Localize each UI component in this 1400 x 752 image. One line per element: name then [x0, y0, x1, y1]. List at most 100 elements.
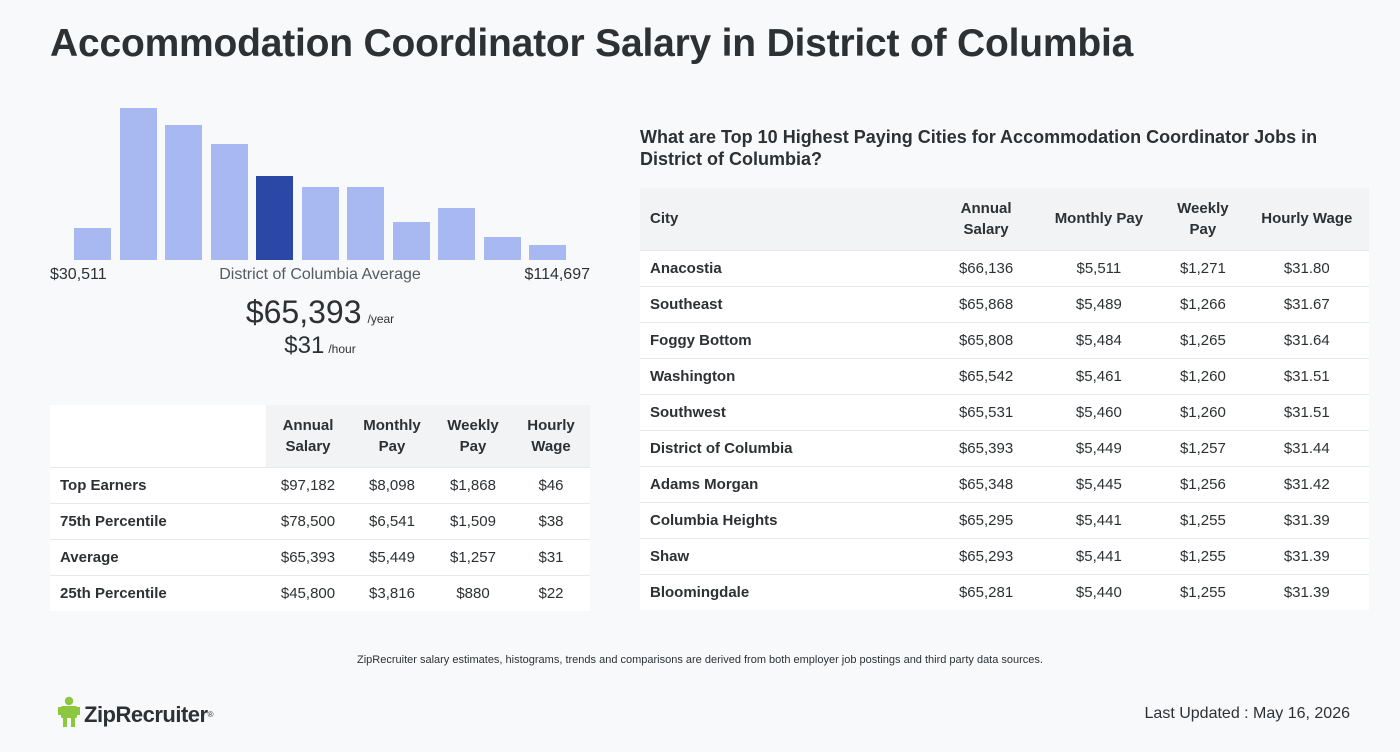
histogram-bar [347, 187, 384, 260]
city-weekly: $1,271 [1161, 249, 1245, 286]
city-name: Shaw [640, 537, 936, 574]
percentile-hourly: $22 [512, 574, 590, 611]
city-monthly: $5,461 [1036, 357, 1162, 394]
average-yearly-value: $65,393 [245, 294, 362, 330]
city-monthly: $5,449 [1036, 429, 1162, 466]
city-annual: $65,281 [935, 573, 1037, 610]
city-monthly: $5,440 [1036, 573, 1162, 610]
ziprecruiter-mascot-icon [58, 696, 80, 733]
city-weekly: $1,266 [1161, 285, 1245, 322]
percentile-weekly: $1,509 [434, 502, 512, 539]
city-weekly: $1,257 [1161, 429, 1245, 466]
histogram-bar [165, 125, 202, 260]
city-weekly: $1,255 [1161, 501, 1245, 538]
city-annual: $66,136 [935, 249, 1037, 286]
city-row: Columbia Heights $65,295 $5,441 $1,255 $… [640, 501, 1369, 538]
last-updated: Last Updated : May 16, 2026 [1144, 705, 1350, 722]
cities-header-annual: Annual Salary [935, 188, 1037, 250]
city-row: Southwest $65,531 $5,460 $1,260 $31.51 [640, 393, 1369, 430]
city-annual: $65,808 [935, 321, 1037, 358]
percentile-annual: $78,500 [266, 502, 350, 539]
city-weekly: $1,255 [1161, 537, 1245, 574]
percentile-annual: $97,182 [266, 466, 350, 503]
city-row: Shaw $65,293 $5,441 $1,255 $31.39 [640, 537, 1369, 574]
percentile-hourly: $38 [512, 502, 590, 539]
percentile-row-label: Average [50, 538, 266, 575]
percentile-weekly: $1,257 [434, 538, 512, 575]
city-hourly: $31.64 [1244, 321, 1369, 358]
histogram-min-label: $30,511 [50, 266, 107, 283]
city-monthly: $5,484 [1036, 321, 1162, 358]
city-monthly: $5,489 [1036, 285, 1162, 322]
city-name: District of Columbia [640, 429, 936, 466]
histogram-bar [210, 144, 248, 260]
city-hourly: $31.39 [1244, 573, 1369, 610]
city-name: Adams Morgan [640, 465, 936, 502]
percentile-monthly: $8,098 [350, 466, 434, 503]
city-hourly: $31.67 [1244, 285, 1369, 322]
city-hourly: $31.51 [1244, 393, 1369, 430]
percentile-weekly: $1,868 [434, 466, 512, 503]
ziprecruiter-logo-text: ZipRecruiter [84, 701, 208, 727]
city-hourly: $31.80 [1244, 249, 1369, 286]
city-hourly: $31.42 [1244, 465, 1369, 502]
city-weekly: $1,255 [1161, 573, 1245, 610]
percentile-annual: $65,393 [266, 538, 350, 575]
city-name: Southwest [640, 393, 936, 430]
percentile-row: 25th Percentile $45,800 $3,816 $880 $22 [50, 574, 590, 611]
cities-header-monthly: Monthly Pay [1036, 188, 1162, 250]
cities-section-title: What are Top 10 Highest Paying Cities fo… [640, 127, 1318, 169]
percentile-row-label: Top Earners [50, 466, 266, 503]
data-source-disclaimer: ZipRecruiter salary estimates, histogram… [357, 654, 1043, 666]
city-annual: $65,868 [935, 285, 1037, 322]
histogram-bar [256, 176, 293, 260]
city-row: Anacostia $66,136 $5,511 $1,271 $31.80 [640, 249, 1369, 286]
percentile-table: Annual Salary Monthly Pay Weekly Pay Hou… [50, 405, 590, 611]
city-row: Southeast $65,868 $5,489 $1,266 $31.67 [640, 285, 1369, 322]
city-hourly: $31.39 [1244, 537, 1369, 574]
city-name: Bloomingdale [640, 573, 936, 610]
percentile-hourly: $46 [512, 466, 590, 503]
histogram-bar [438, 208, 475, 260]
salary-histogram [50, 96, 590, 260]
city-weekly: $1,265 [1161, 321, 1245, 358]
average-yearly-unit: /year [367, 312, 395, 326]
city-name: Southeast [640, 285, 936, 322]
city-monthly: $5,445 [1036, 465, 1162, 502]
city-row: District of Columbia $65,393 $5,449 $1,2… [640, 429, 1369, 466]
city-annual: $65,531 [935, 393, 1037, 430]
average-hourly-unit: /hour [328, 342, 356, 356]
percentile-header-blank [50, 405, 266, 467]
percentile-header-annual: Annual Salary [266, 405, 350, 467]
histogram-bar [392, 222, 430, 260]
percentile-monthly: $3,816 [350, 574, 434, 611]
percentile-monthly: $5,449 [350, 538, 434, 575]
city-annual: $65,295 [935, 501, 1037, 538]
city-name: Washington [640, 357, 936, 394]
city-name: Columbia Heights [640, 501, 936, 538]
city-annual: $65,348 [935, 465, 1037, 502]
city-annual: $65,542 [935, 357, 1037, 394]
city-annual: $65,293 [935, 537, 1037, 574]
histogram-average-label: District of Columbia Average [219, 266, 421, 283]
city-monthly: $5,460 [1036, 393, 1162, 430]
histogram-max-label: $114,697 [524, 266, 590, 283]
histogram-bar [119, 108, 157, 260]
average-hourly: $31/hour [50, 332, 590, 360]
registered-mark-icon: ® [207, 710, 214, 719]
average-yearly: $65,393/year [50, 294, 590, 331]
percentile-header-weekly: Weekly Pay [434, 405, 512, 467]
city-monthly: $5,441 [1036, 501, 1162, 538]
cities-header-hourly: Hourly Wage [1244, 188, 1369, 250]
city-annual: $65,393 [935, 429, 1037, 466]
city-monthly: $5,441 [1036, 537, 1162, 574]
percentile-row: 75th Percentile $78,500 $6,541 $1,509 $3… [50, 502, 590, 539]
percentile-weekly: $880 [434, 574, 512, 611]
percentile-hourly: $31 [512, 538, 590, 575]
percentile-header-hourly: Hourly Wage [512, 405, 590, 467]
city-row: Washington $65,542 $5,461 $1,260 $31.51 [640, 357, 1369, 394]
city-name: Anacostia [640, 249, 936, 286]
city-name: Foggy Bottom [640, 321, 936, 358]
ziprecruiter-logo[interactable]: ZipRecruiter ® [58, 696, 214, 733]
city-row: Foggy Bottom $65,808 $5,484 $1,265 $31.6… [640, 321, 1369, 358]
